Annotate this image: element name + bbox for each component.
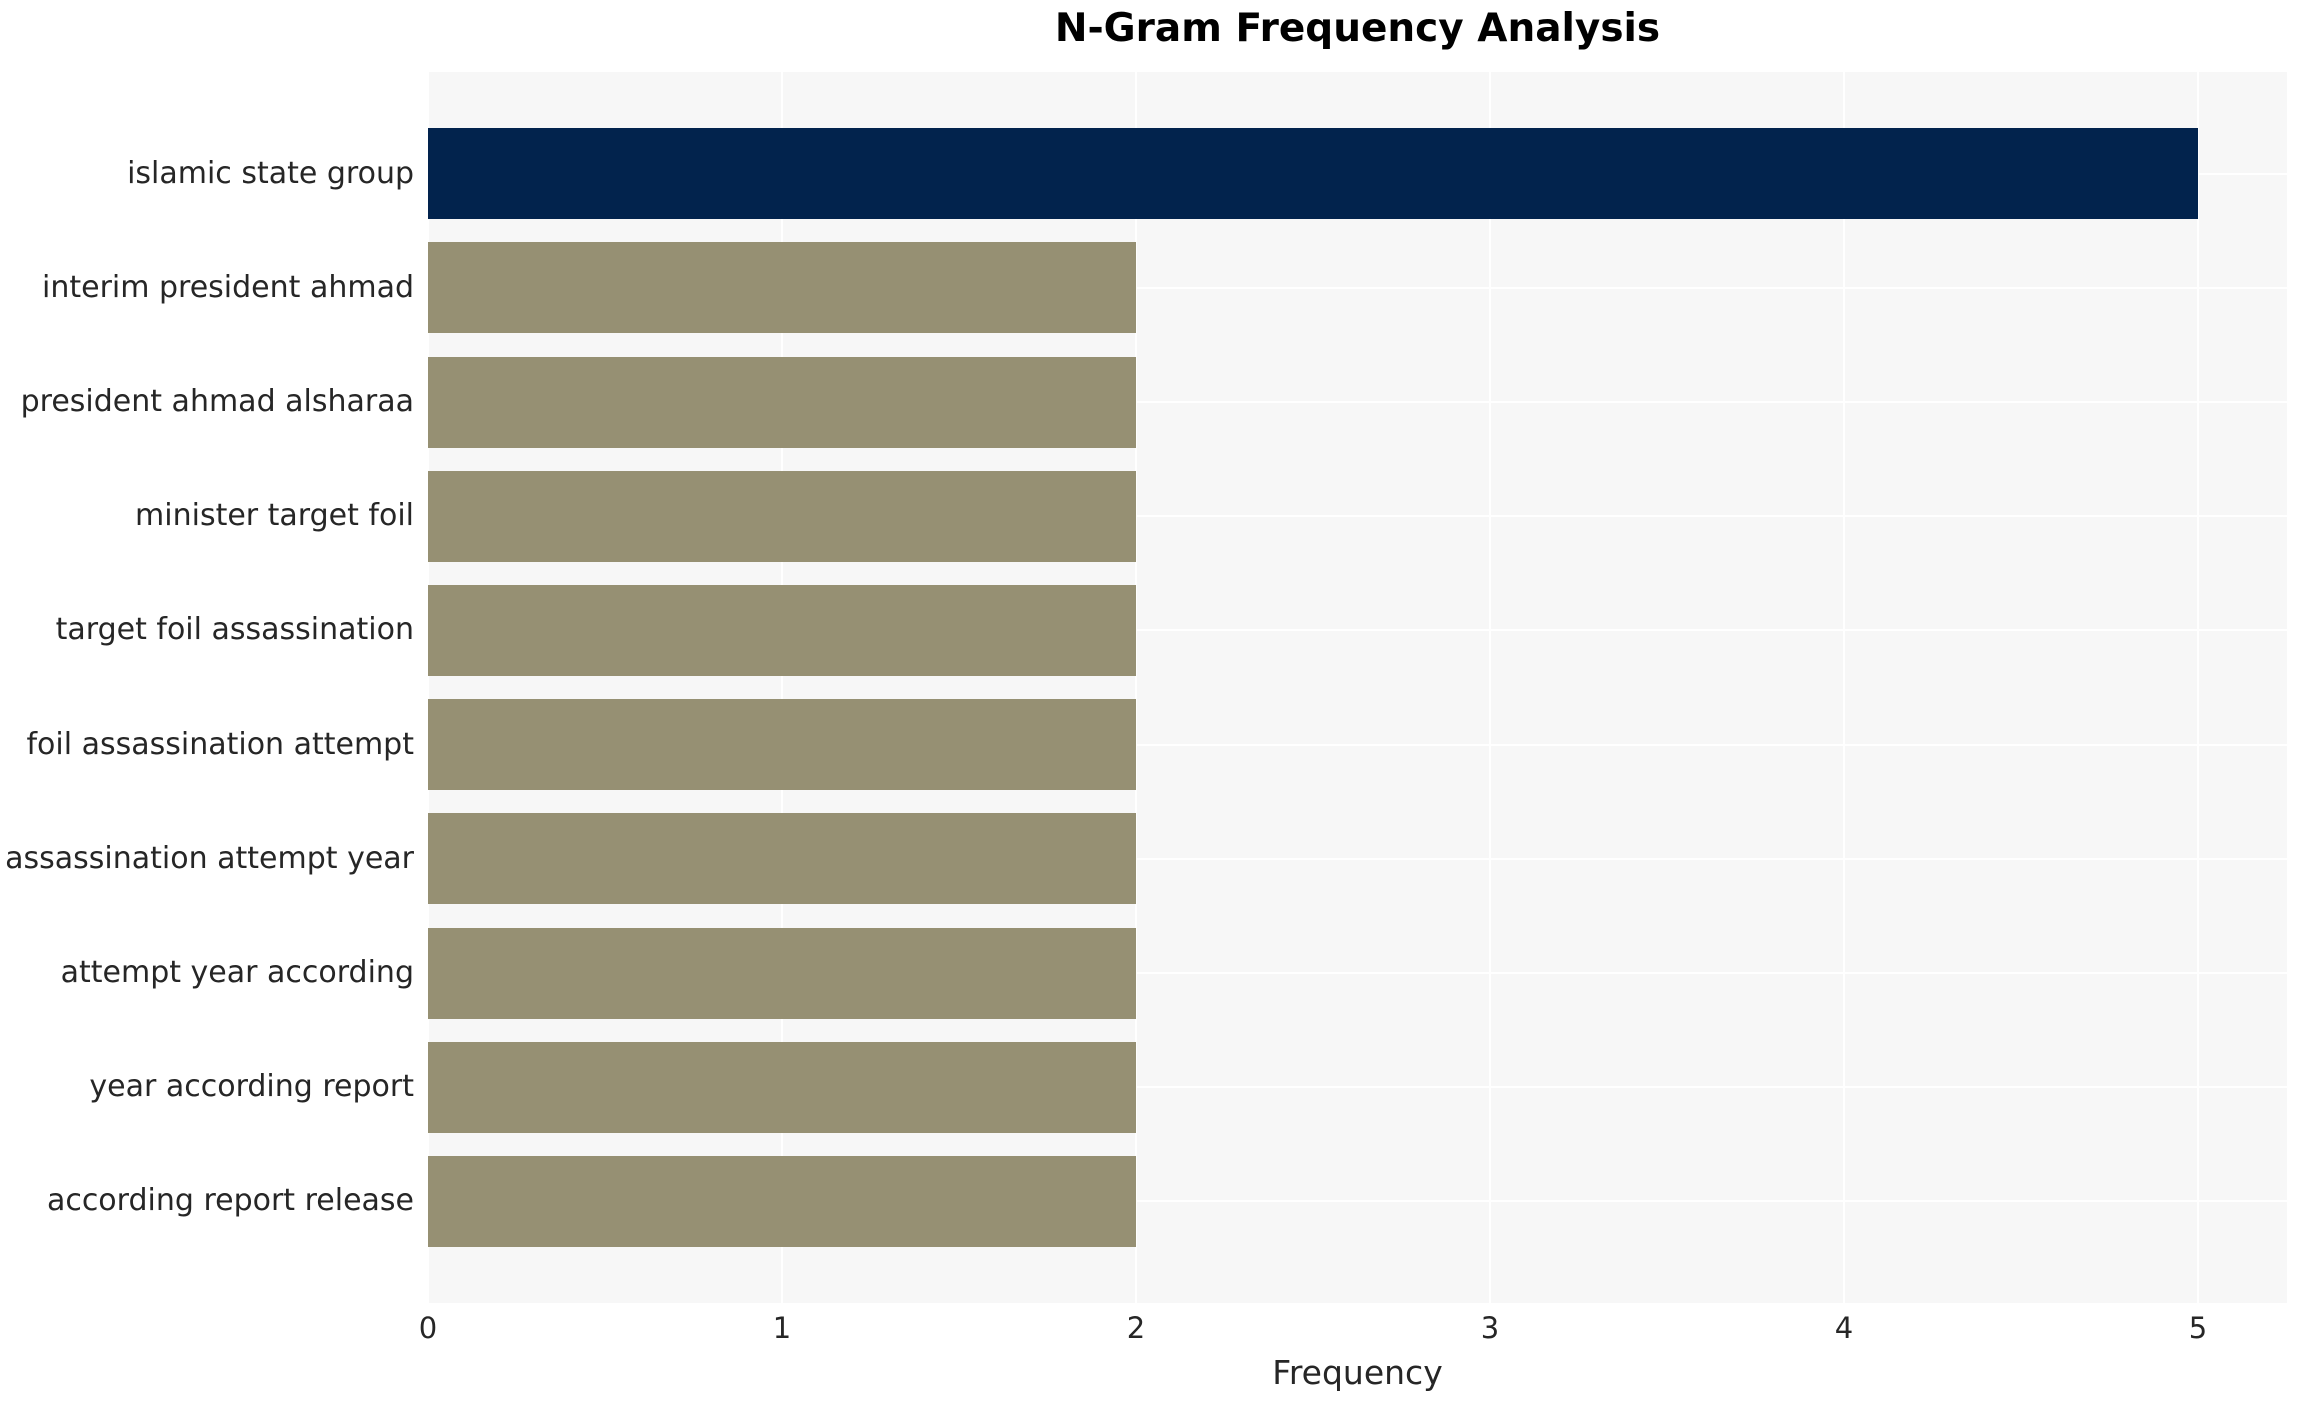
y-gridline <box>428 1086 2287 1089</box>
y-axis-label: according report release <box>46 1183 414 1219</box>
y-axis-label: assassination attempt year <box>5 840 414 876</box>
bar <box>428 927 1136 1019</box>
bar <box>428 128 2198 220</box>
y-gridline <box>428 1200 2287 1203</box>
x-tick-label: 4 <box>1834 1311 1854 1345</box>
x-axis-label: Frequency <box>1272 1353 1443 1392</box>
bar <box>428 470 1136 562</box>
y-gridline <box>428 743 2287 746</box>
bar <box>428 356 1136 448</box>
y-axis-label: target foil assassination <box>55 612 414 648</box>
plot-area <box>427 72 2287 1303</box>
x-tick-label: 5 <box>2188 1311 2208 1345</box>
y-gridline <box>428 515 2287 518</box>
y-gridline <box>428 286 2287 289</box>
x-tick-label: 0 <box>418 1311 438 1345</box>
x-tick-label: 3 <box>1480 1311 1500 1345</box>
y-gridline <box>428 629 2287 632</box>
bar <box>428 699 1136 791</box>
y-gridline <box>428 972 2287 975</box>
x-gridline <box>1489 72 1491 1303</box>
x-gridline <box>1135 72 1137 1303</box>
y-gridline <box>428 857 2287 860</box>
bar <box>428 813 1136 905</box>
y-axis-label: foil assassination attempt <box>26 726 414 762</box>
y-axis-label: minister target foil <box>135 498 414 534</box>
x-tick-label: 1 <box>772 1311 792 1345</box>
x-gridline <box>1843 72 1845 1303</box>
y-axis-label: year according report <box>89 1069 414 1105</box>
y-axis-label: interim president ahmad <box>42 269 414 305</box>
bar <box>428 584 1136 676</box>
bar <box>428 1041 1136 1133</box>
x-gridline <box>781 72 783 1303</box>
x-gridline <box>2197 72 2199 1303</box>
bar <box>428 242 1136 334</box>
y-axis-label: president ahmad alsharaa <box>20 384 414 420</box>
y-axis-label: attempt year according <box>60 955 414 991</box>
x-gridline <box>427 72 429 1303</box>
x-tick-label: 2 <box>1126 1311 1146 1345</box>
y-gridline <box>428 401 2287 404</box>
y-axis-labels: islamic state group interim president ahm… <box>0 72 414 1303</box>
y-axis-label: islamic state group <box>127 155 414 191</box>
x-axis-tick-labels: 0 1 2 3 4 5 <box>419 1311 2287 1353</box>
chart-title: N-Gram Frequency Analysis <box>1054 6 1661 51</box>
bar <box>428 1155 1136 1247</box>
